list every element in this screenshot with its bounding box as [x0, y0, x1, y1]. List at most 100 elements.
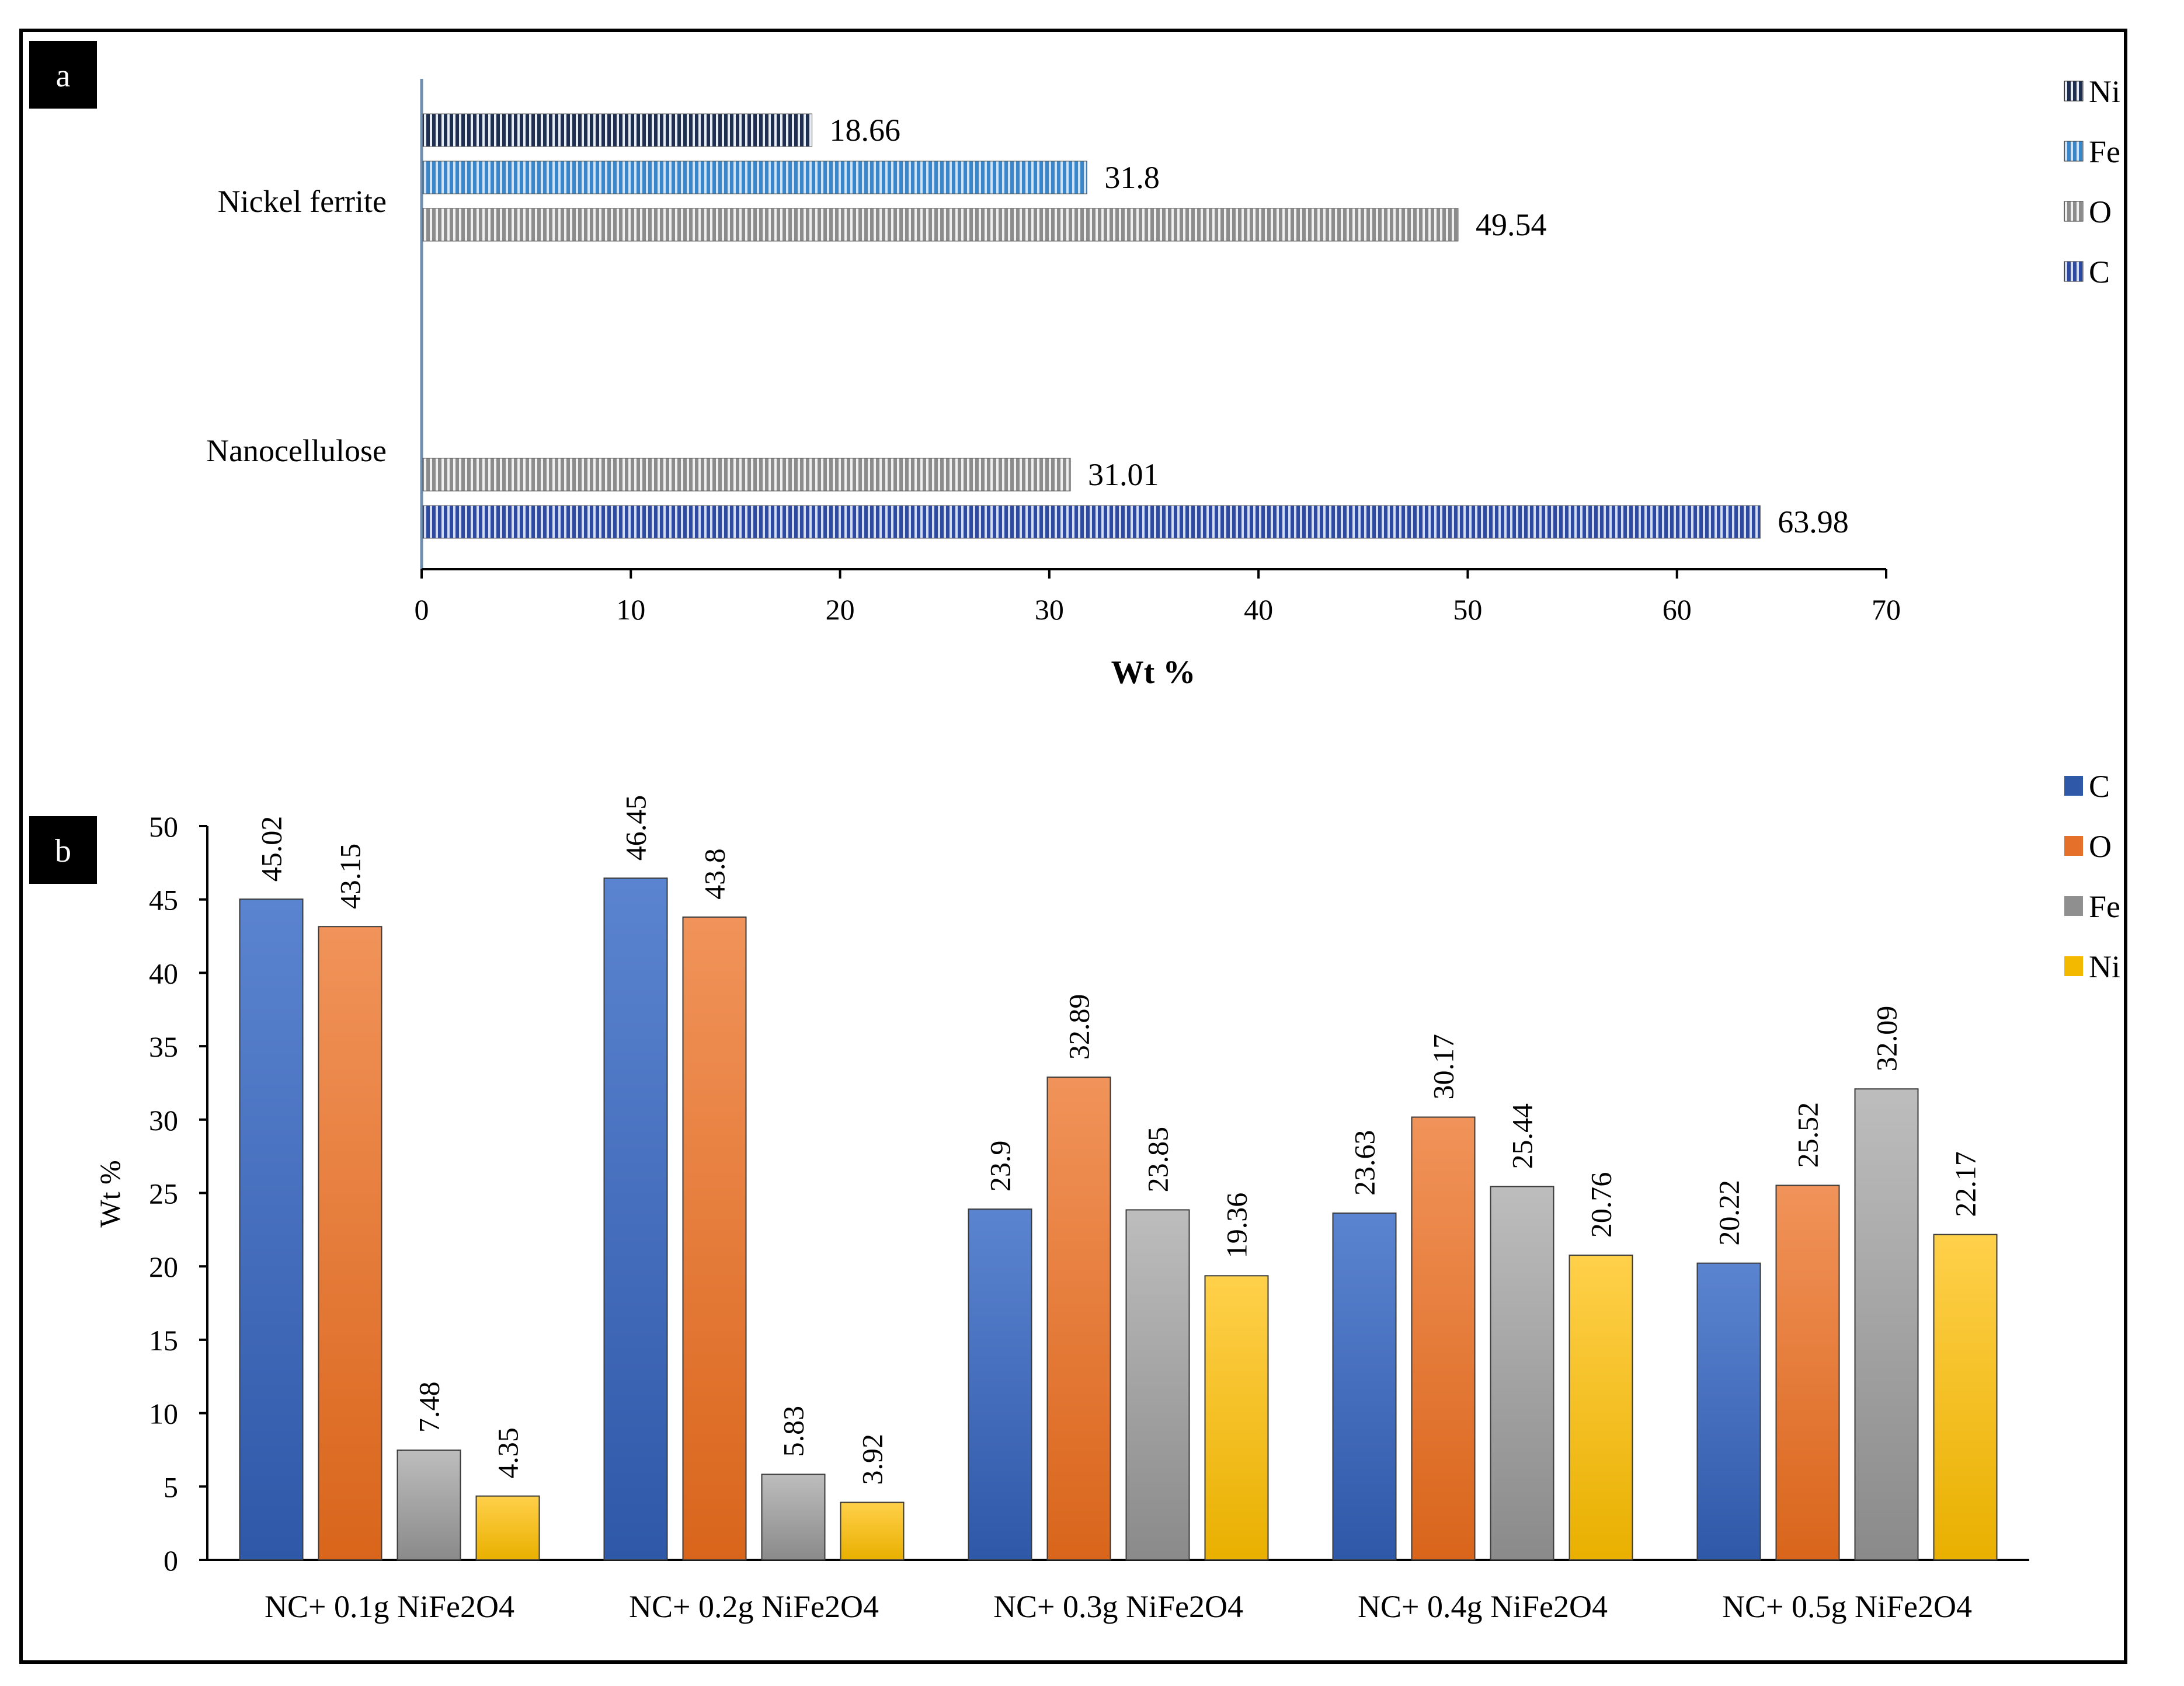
- bar-nc-0-5g-nife2o4-c: [1696, 1262, 1761, 1560]
- panel-b-y-tick-label: 35: [149, 1030, 178, 1063]
- data-label-nc-0-3g-nife2o4-fe: 23.85: [1142, 1127, 1174, 1193]
- bar-nc-0-2g-nife2o4-c: [603, 877, 668, 1560]
- panel-a-x-tick-label: 70: [1872, 593, 1901, 626]
- data-label-nickel-ferrite-o: 49.54: [1476, 207, 1547, 242]
- panel-b-y-tick-label: 50: [149, 810, 178, 843]
- panel-a-x-tick-label: 10: [616, 593, 645, 626]
- panel-b-badge: [29, 816, 97, 884]
- panel-a-tick-labels: 0 10 20 30 40 50 60 70: [415, 593, 1901, 626]
- panel-a-x-tick-label: 0: [415, 593, 429, 626]
- data-label-nc-0-4g-nife2o4-o: 30.17: [1427, 1034, 1460, 1100]
- data-label-nickel-ferrite-fe: 31.8: [1104, 160, 1160, 195]
- bar-nanocellulose-c: [422, 505, 1761, 539]
- bar-nickel-ferrite-o: [422, 208, 1459, 242]
- panel-a-label: a: [56, 58, 71, 94]
- bar-nc-0-1g-nife2o4-ni: [475, 1495, 540, 1561]
- bar-nc-0-4g-nife2o4-o: [1411, 1116, 1476, 1561]
- data-label-nc-0-2g-nife2o4-o: 43.8: [698, 848, 731, 900]
- data-label-nc-0-5g-nife2o4-o: 25.52: [1792, 1102, 1824, 1168]
- data-label-nickel-ferrite-ni: 18.66: [830, 113, 901, 148]
- panel-b-y-tick-label: 0: [164, 1544, 178, 1577]
- panel-b: b 45.02 43.15 7.48 4.35 46.45 43.8 5.83 3.92 23.…: [29, 769, 2120, 1624]
- panel-a-bars: [422, 113, 1761, 539]
- panel-a-x-tick-label: 30: [1035, 593, 1064, 626]
- panel-b-bars: [239, 877, 1998, 1561]
- panel-b-category-label: NC+ 0.3g NiFe2O4: [993, 1589, 1243, 1624]
- panel-b-legend-swatch-fe: [2064, 896, 2083, 916]
- panel-b-y-tick-label: 40: [149, 957, 178, 990]
- panel-b-legend-label-c: C: [2089, 769, 2110, 804]
- data-label-nc-0-1g-nife2o4-fe: 7.48: [413, 1381, 446, 1433]
- data-label-nc-0-2g-nife2o4-ni: 3.92: [856, 1434, 889, 1485]
- panel-a-legend-label-c: C: [2089, 255, 2110, 290]
- bar-nickel-ferrite-fe: [422, 161, 1087, 194]
- panel-b-tick-labels: 0 5 10 15 20 25 30 35 40 45 50: [149, 810, 178, 1577]
- bar-nc-0-2g-nife2o4-ni: [840, 1502, 905, 1560]
- data-label-nc-0-5g-nife2o4-c: 20.22: [1713, 1180, 1745, 1246]
- data-label-nc-0-2g-nife2o4-fe: 5.83: [777, 1406, 810, 1457]
- bar-nc-0-4g-nife2o4-fe: [1490, 1186, 1554, 1560]
- panel-b-category-label: NC+ 0.1g NiFe2O4: [265, 1589, 514, 1624]
- bar-nickel-ferrite-ni: [422, 113, 813, 147]
- data-label-nc-0-5g-nife2o4-fe: 32.09: [1870, 1006, 1903, 1072]
- panel-b-category-label: NC+ 0.2g NiFe2O4: [629, 1589, 879, 1624]
- panel-a: a 18.66 31.8 49.54 31.01 63.98 Nickel ferrit…: [29, 41, 2120, 691]
- panel-a-badge: [29, 41, 97, 109]
- panel-a-x-tick-label: 20: [826, 593, 855, 626]
- panel-a-legend-label-fe: Fe: [2089, 134, 2120, 169]
- bar-nc-0-2g-nife2o4-fe: [761, 1473, 826, 1561]
- panel-b-legend: CO Fe Ni: [2064, 769, 2120, 984]
- panel-b-y-tick-label: 15: [149, 1324, 178, 1357]
- bar-nc-0-5g-nife2o4-fe: [1854, 1088, 1919, 1561]
- panel-a-category-labels: Nickel ferrite Nanocellulose: [206, 184, 387, 468]
- bar-nc-0-3g-nife2o4-ni: [1204, 1275, 1269, 1560]
- panel-b-label: b: [55, 833, 71, 869]
- panel-a-x-axis-title: Wt %: [1111, 654, 1196, 691]
- panel-b-category-label: NC+ 0.4g NiFe2O4: [1358, 1589, 1608, 1624]
- bar-nanocellulose-o: [422, 458, 1071, 492]
- panel-b-legend-swatch-ni: [2064, 956, 2083, 976]
- data-label-nc-0-3g-nife2o4-c: 23.9: [984, 1141, 1017, 1192]
- panel-b-y-tick-label: 25: [149, 1178, 178, 1210]
- panel-a-legend-label-o: O: [2089, 194, 2112, 229]
- data-label-nanocellulose-o: 31.01: [1088, 457, 1159, 492]
- panel-a-legend-swatch-o: [2064, 201, 2084, 222]
- panel-a-legend-swatch-ni: [2064, 81, 2084, 102]
- panel-a-legend: Ni Fe OC: [2064, 74, 2120, 290]
- data-label-nc-0-4g-nife2o4-c: 23.63: [1348, 1130, 1381, 1196]
- panel-b-y-tick-label: 20: [149, 1250, 178, 1283]
- panel-b-legend-label-fe: Fe: [2089, 889, 2120, 924]
- panel-b-legend-swatch-c: [2064, 776, 2083, 796]
- bar-nc-0-4g-nife2o4-c: [1332, 1212, 1397, 1561]
- panel-b-y-tick-label: 45: [149, 884, 178, 917]
- data-label-nc-0-3g-nife2o4-o: 32.89: [1063, 994, 1096, 1060]
- panel-a-legend-swatch-fe: [2064, 141, 2084, 162]
- data-label-nc-0-3g-nife2o4-ni: 19.36: [1220, 1193, 1253, 1259]
- bar-nc-0-5g-nife2o4-ni: [1933, 1234, 1998, 1561]
- bar-nc-0-4g-nife2o4-ni: [1569, 1255, 1633, 1560]
- panel-a-x-tick-label: 60: [1663, 593, 1692, 626]
- panel-a-x-tick-label: 40: [1244, 593, 1273, 626]
- bar-nc-0-1g-nife2o4-o: [318, 926, 382, 1560]
- panel-a-x-tick-label: 50: [1453, 593, 1482, 626]
- panel-b-category-labels: NC+ 0.1g NiFe2O4 NC+ 0.2g NiFe2O4 NC+ 0.3g…: [265, 1589, 1972, 1624]
- bar-nc-0-5g-nife2o4-o: [1775, 1185, 1840, 1561]
- panel-b-y-axis-title: Wt %: [93, 1160, 126, 1227]
- panel-b-y-tick-label: 30: [149, 1104, 178, 1137]
- bar-nc-0-3g-nife2o4-o: [1046, 1077, 1111, 1560]
- bar-nc-0-2g-nife2o4-o: [682, 916, 747, 1560]
- data-label-nc-0-4g-nife2o4-ni: 20.76: [1585, 1172, 1618, 1238]
- panel-b-y-tick-label: 10: [149, 1398, 178, 1430]
- panel-a-legend-label-ni: Ni: [2089, 74, 2120, 109]
- bar-nc-0-1g-nife2o4-c: [239, 898, 304, 1560]
- panel-a-legend-swatch-c: [2064, 261, 2084, 282]
- bar-nc-0-1g-nife2o4-fe: [397, 1449, 461, 1561]
- panel-b-y-tick-label: 5: [164, 1471, 178, 1503]
- bar-nc-0-3g-nife2o4-fe: [1125, 1209, 1190, 1560]
- data-label-nc-0-4g-nife2o4-fe: 25.44: [1506, 1103, 1539, 1169]
- panel-a-category-label: Nanocellulose: [206, 433, 387, 468]
- panel-b-legend-label-o: O: [2089, 829, 2112, 864]
- panel-a-data-labels: 18.66 31.8 49.54 31.01 63.98: [830, 113, 1849, 539]
- data-label-nc-0-1g-nife2o4-c: 45.02: [255, 816, 288, 882]
